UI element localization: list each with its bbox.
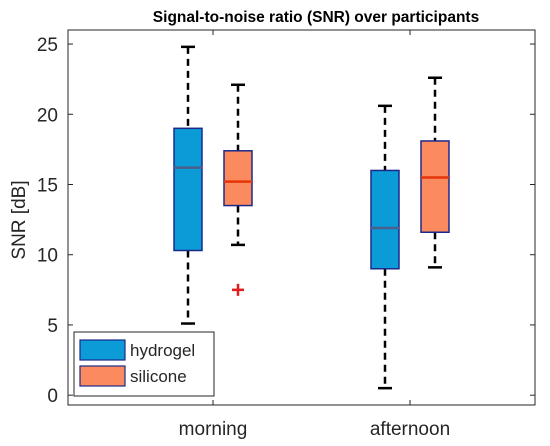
y-tick-label: 25 (37, 35, 58, 56)
x-tick-label: afternoon (370, 419, 450, 440)
silicone-afternoon-box (420, 140, 450, 233)
silicone-morning-box (223, 150, 253, 207)
legend-swatch-silicone (79, 365, 126, 387)
legend-label-silicone: silicone (130, 367, 187, 386)
legend-swatch-hydrogel (79, 339, 126, 361)
y-tick-label: 15 (37, 175, 58, 196)
y-tick-label: 0 (47, 386, 58, 407)
y-tick-label: 10 (37, 246, 58, 267)
x-tick-label: morning (179, 419, 248, 440)
hydrogel-morning-box (173, 127, 203, 252)
legend: hydrogel silicone (73, 331, 215, 397)
chart-title: Signal-to-noise ratio (SNR) over partici… (153, 9, 479, 26)
y-tick-label: 5 (47, 316, 58, 337)
legend-label-hydrogel: hydrogel (130, 341, 195, 360)
hydrogel-afternoon-box (370, 169, 400, 270)
plot-area: 0 5 10 15 20 25 morning afternoon (37, 29, 536, 440)
y-tick-label: 20 (37, 105, 58, 126)
y-axis-label: SNR [dB] (9, 180, 30, 259)
plot-frame (67, 29, 536, 406)
